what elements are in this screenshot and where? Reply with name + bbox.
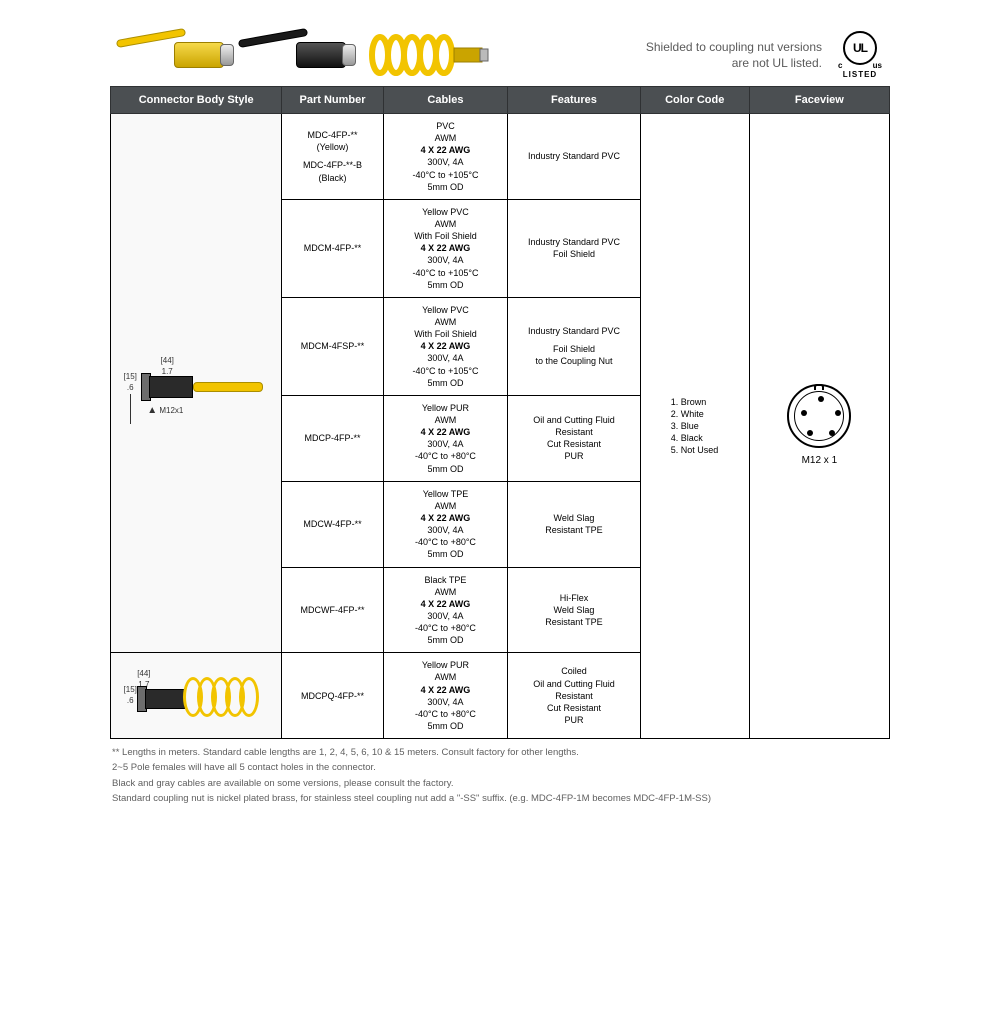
dim-left-in: .6	[127, 383, 134, 392]
cables-cell: Yellow PVC AWM With Foil Shield 4 X 22 A…	[383, 297, 508, 395]
product-photo-black	[238, 30, 358, 80]
part-number: MDC-4FP-** (Yellow) MDC-4FP-**-B (Black)	[282, 114, 383, 200]
features-cell: Hi-Flex Weld Slag Resistant TPE	[508, 567, 640, 653]
cables-cell: Yellow TPE AWM 4 X 22 AWG 300V, 4A -40°C…	[383, 481, 508, 567]
connector-body-straight: [44]1.7 [15].6 ▲ M12x1	[111, 114, 282, 653]
ul-note: Shielded to coupling nut versions are no…	[646, 39, 822, 71]
footnote: Standard coupling nut is nickel plated b…	[112, 791, 888, 806]
cables-cell: Yellow PUR AWM 4 X 22 AWG 300V, 4A -40°C…	[383, 653, 508, 739]
col-faceview: Faceview	[749, 87, 889, 114]
spec-table: Connector Body Style Part Number Cables …	[110, 86, 890, 739]
product-photo-yellow	[116, 30, 236, 80]
color-code-cell: 1. Brown 2. White 3. Blue 4. Black 5. No…	[640, 114, 749, 739]
table-row: [44]1.7 [15].6 ▲ M12x1 MDC-4FP-** (Yello…	[111, 114, 890, 200]
ul-us: us	[873, 61, 882, 70]
dim-top-in: 1.7	[162, 367, 173, 376]
part-number: MDCP-4FP-**	[282, 395, 383, 481]
cables-cell: PVC AWM 4 X 22 AWG 300V, 4A -40°C to +10…	[383, 114, 508, 200]
dim-left-mm: [15]	[124, 372, 137, 381]
ul-inner: UL	[853, 41, 867, 55]
part-number: MDCM-4FSP-**	[282, 297, 383, 395]
part-number: MDCM-4FP-**	[282, 199, 383, 297]
cables-cell: Yellow PUR AWM 4 X 22 AWG 300V, 4A -40°C…	[383, 395, 508, 481]
coiled-drawing: [44]1.7 [15].6	[121, 661, 271, 731]
footnote: 2~5 Pole females will have all 5 contact…	[112, 760, 888, 775]
footnote: Black and gray cables are available on s…	[112, 776, 888, 791]
col-cables: Cables	[383, 87, 508, 114]
col-connector-body: Connector Body Style	[111, 87, 282, 114]
top-right: Shielded to coupling nut versions are no…	[646, 31, 884, 79]
features-cell: Industry Standard PVC	[508, 114, 640, 200]
part-number: MDCPQ-4FP-**	[282, 653, 383, 739]
connector-drawing: [44]1.7 [15].6 ▲ M12x1	[121, 348, 271, 418]
ul-mark: UL c us LISTED	[836, 31, 884, 79]
features-cell: Industry Standard PVC Foil Shield	[508, 199, 640, 297]
dim-top-mm: [44]	[161, 356, 174, 365]
features-cell: Industry Standard PVC Foil Shield to the…	[508, 297, 640, 395]
faceview-label: M12 x 1	[754, 454, 885, 468]
ul-c: c	[838, 61, 842, 70]
footnote: ** Lengths in meters. Standard cable len…	[112, 745, 888, 760]
col-features: Features	[508, 87, 640, 114]
faceview-cell: M12 x 1	[749, 114, 889, 739]
product-photos	[116, 30, 490, 80]
table-header-row: Connector Body Style Part Number Cables …	[111, 87, 890, 114]
features-cell: Coiled Oil and Cutting Fluid Resistant C…	[508, 653, 640, 739]
page: Shielded to coupling nut versions are no…	[110, 30, 890, 806]
part-number: MDCW-4FP-**	[282, 481, 383, 567]
col-part-number: Part Number	[282, 87, 383, 114]
top-bar: Shielded to coupling nut versions are no…	[110, 30, 890, 80]
product-photo-coiled	[360, 30, 490, 80]
footnotes: ** Lengths in meters. Standard cable len…	[110, 739, 890, 806]
ul-circle-icon: UL	[843, 31, 877, 65]
thread-label: M12x1	[159, 406, 183, 415]
part-number: MDCWF-4FP-**	[282, 567, 383, 653]
ul-listed: LISTED	[836, 70, 884, 79]
cables-cell: Yellow PVC AWM With Foil Shield 4 X 22 A…	[383, 199, 508, 297]
ul-note-line1: Shielded to coupling nut versions	[646, 39, 822, 55]
features-cell: Oil and Cutting Fluid Resistant Cut Resi…	[508, 395, 640, 481]
col-color-code: Color Code	[640, 87, 749, 114]
faceview-icon	[787, 384, 851, 448]
features-cell: Weld Slag Resistant TPE	[508, 481, 640, 567]
ul-note-line2: are not UL listed.	[646, 55, 822, 71]
connector-body-coiled: [44]1.7 [15].6	[111, 653, 282, 739]
coil-icon	[360, 30, 490, 80]
cables-cell: Black TPE AWM 4 X 22 AWG 300V, 4A -40°C …	[383, 567, 508, 653]
